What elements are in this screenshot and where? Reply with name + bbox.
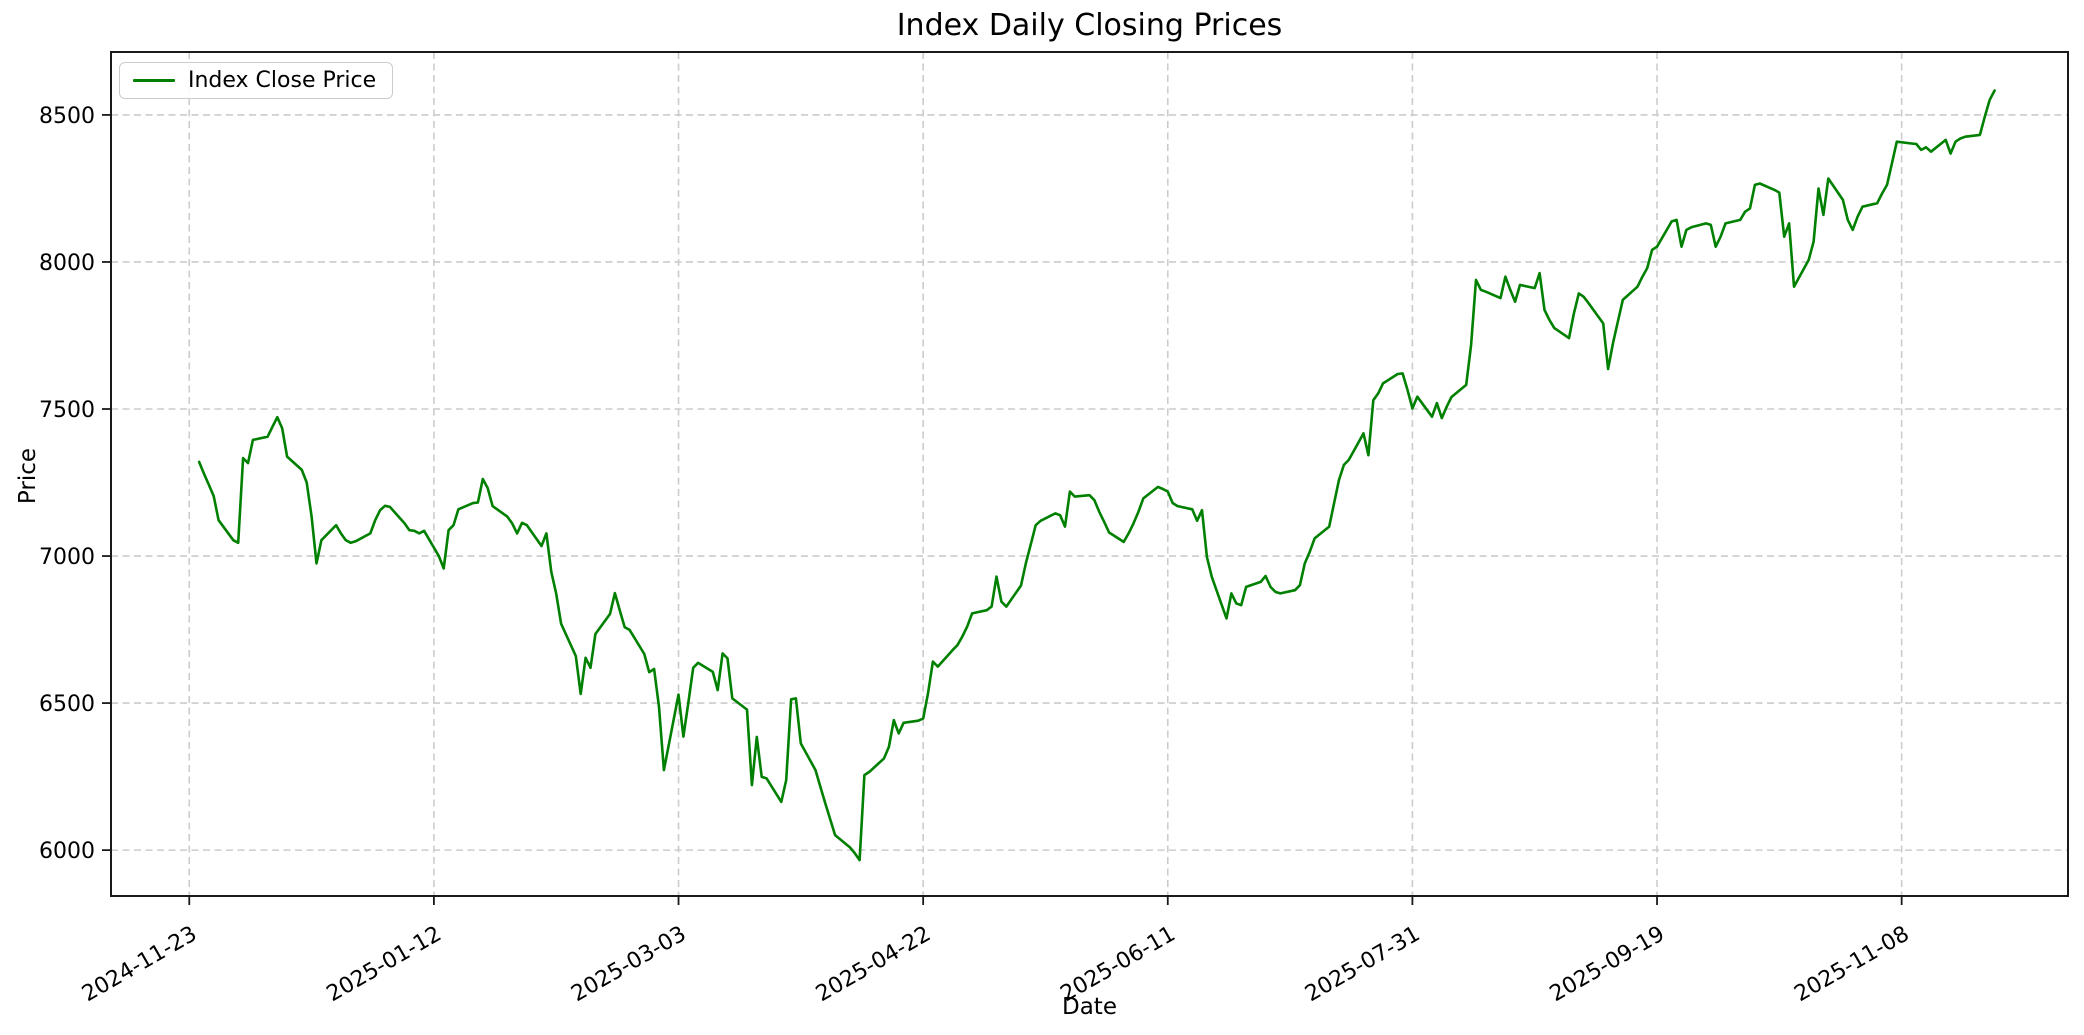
y-tick-label: 6500 (39, 692, 95, 717)
y-axis-label: Price (15, 447, 41, 505)
y-tick-label: 7500 (39, 398, 95, 423)
axes-spines (110, 51, 2069, 897)
y-tick-label: 8500 (39, 104, 95, 129)
y-tick-label: 8000 (39, 251, 95, 276)
chart-title: Index Daily Closing Prices (896, 8, 1283, 43)
y-tick-label: 7000 (39, 545, 95, 570)
price-line (197, 89, 1996, 862)
legend-label: Index Close Price (188, 68, 377, 93)
y-tick-label: 6000 (39, 839, 95, 864)
x-axis-label: Date (1062, 994, 1117, 1020)
legend-line-sample (133, 78, 175, 83)
legend: Index Close Price (119, 62, 394, 99)
